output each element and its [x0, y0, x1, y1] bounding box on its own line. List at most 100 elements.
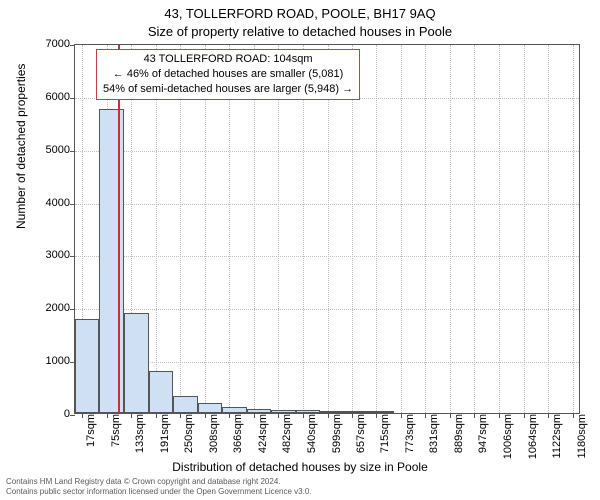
- histogram-bar: [369, 411, 393, 413]
- xtick: [425, 413, 426, 418]
- gridline-v: [229, 45, 230, 413]
- gridline-v: [376, 45, 377, 413]
- gridline-v: [328, 45, 329, 413]
- infobox-line1: 43 TOLLERFORD ROAD: 104sqm: [103, 52, 353, 67]
- ytick-label: 2000: [30, 302, 70, 314]
- gridline-v: [548, 45, 549, 413]
- histogram-bar: [296, 410, 320, 413]
- attribution-footer: Contains HM Land Registry data © Crown c…: [6, 477, 312, 497]
- xtick-label: 1064sqm: [527, 414, 539, 464]
- ytick: [70, 309, 75, 310]
- xtick-label: 250sqm: [183, 414, 195, 464]
- chart-container: 43, TOLLERFORD ROAD, POOLE, BH17 9AQ Siz…: [0, 0, 600, 500]
- xtick-label: 191sqm: [159, 414, 171, 464]
- xtick: [524, 413, 525, 418]
- histogram-bar: [99, 109, 123, 413]
- xtick-label: 308sqm: [208, 414, 220, 464]
- xtick: [82, 413, 83, 418]
- xtick: [573, 413, 574, 418]
- xtick: [352, 413, 353, 418]
- ytick-label: 6000: [30, 91, 70, 103]
- ytick: [70, 256, 75, 257]
- histogram-bar: [149, 371, 173, 413]
- chart-title-address: 43, TOLLERFORD ROAD, POOLE, BH17 9AQ: [0, 6, 600, 21]
- xtick: [474, 413, 475, 418]
- gridline-v: [205, 45, 206, 413]
- ytick-label: 0: [30, 408, 70, 420]
- xtick-label: 889sqm: [453, 414, 465, 464]
- chart-title-desc: Size of property relative to detached ho…: [0, 24, 600, 39]
- xtick: [548, 413, 549, 418]
- gridline-v: [352, 45, 353, 413]
- ytick: [70, 151, 75, 152]
- footer-line2: Contains public sector information licen…: [6, 487, 312, 497]
- ytick-label: 7000: [30, 38, 70, 50]
- xtick-label: 1122sqm: [551, 414, 563, 464]
- gridline-v: [303, 45, 304, 413]
- gridline-v: [573, 45, 574, 413]
- y-axis-label: Number of detached properties: [14, 64, 28, 229]
- property-info-box: 43 TOLLERFORD ROAD: 104sqm ← 46% of deta…: [96, 49, 360, 100]
- xtick-label: 75sqm: [110, 414, 122, 464]
- ytick: [70, 45, 75, 46]
- ytick-label: 1000: [30, 355, 70, 367]
- histogram-bar: [222, 407, 246, 413]
- xtick: [401, 413, 402, 418]
- xtick: [303, 413, 304, 418]
- xtick-label: 424sqm: [257, 414, 269, 464]
- gridline-v: [499, 45, 500, 413]
- xtick: [499, 413, 500, 418]
- ytick-label: 5000: [30, 144, 70, 156]
- ytick: [70, 204, 75, 205]
- xtick-label: 715sqm: [379, 414, 391, 464]
- xtick: [278, 413, 279, 418]
- xtick-label: 1006sqm: [502, 414, 514, 464]
- xtick-label: 773sqm: [404, 414, 416, 464]
- gridline-v: [524, 45, 525, 413]
- xtick: [156, 413, 157, 418]
- gridline-v: [450, 45, 451, 413]
- xtick: [328, 413, 329, 418]
- xtick: [180, 413, 181, 418]
- histogram-bar: [345, 411, 369, 413]
- xtick: [107, 413, 108, 418]
- gridline-v: [180, 45, 181, 413]
- ytick: [70, 98, 75, 99]
- xtick-label: 947sqm: [477, 414, 489, 464]
- xtick-label: 599sqm: [331, 414, 343, 464]
- xtick-label: 366sqm: [232, 414, 244, 464]
- infobox-line2: ← 46% of detached houses are smaller (5,…: [103, 67, 353, 82]
- histogram-bar: [271, 410, 295, 413]
- xtick-label: 482sqm: [281, 414, 293, 464]
- xtick: [131, 413, 132, 418]
- xtick: [254, 413, 255, 418]
- infobox-line3: 54% of semi-detached houses are larger (…: [103, 82, 353, 97]
- gridline-v: [254, 45, 255, 413]
- ytick: [70, 415, 75, 416]
- xtick-label: 831sqm: [428, 414, 440, 464]
- footer-line1: Contains HM Land Registry data © Crown c…: [6, 477, 312, 487]
- ytick-label: 3000: [30, 249, 70, 261]
- xtick: [450, 413, 451, 418]
- xtick-label: 1180sqm: [576, 414, 588, 464]
- histogram-bar: [198, 403, 222, 413]
- gridline-v: [401, 45, 402, 413]
- histogram-bar: [320, 411, 344, 413]
- gridline-v: [425, 45, 426, 413]
- xtick-label: 133sqm: [134, 414, 146, 464]
- histogram-bar: [124, 313, 149, 413]
- gridline-v: [156, 45, 157, 413]
- histogram-bar: [173, 396, 197, 413]
- ytick-label: 4000: [30, 197, 70, 209]
- property-marker-line: [118, 45, 120, 413]
- xtick-label: 540sqm: [306, 414, 318, 464]
- xtick-label: 17sqm: [85, 414, 97, 464]
- xtick: [376, 413, 377, 418]
- xtick-label: 657sqm: [355, 414, 367, 464]
- xtick: [205, 413, 206, 418]
- xtick: [229, 413, 230, 418]
- histogram-bar: [75, 319, 99, 413]
- gridline-v: [474, 45, 475, 413]
- histogram-bar: [247, 409, 272, 413]
- gridline-v: [278, 45, 279, 413]
